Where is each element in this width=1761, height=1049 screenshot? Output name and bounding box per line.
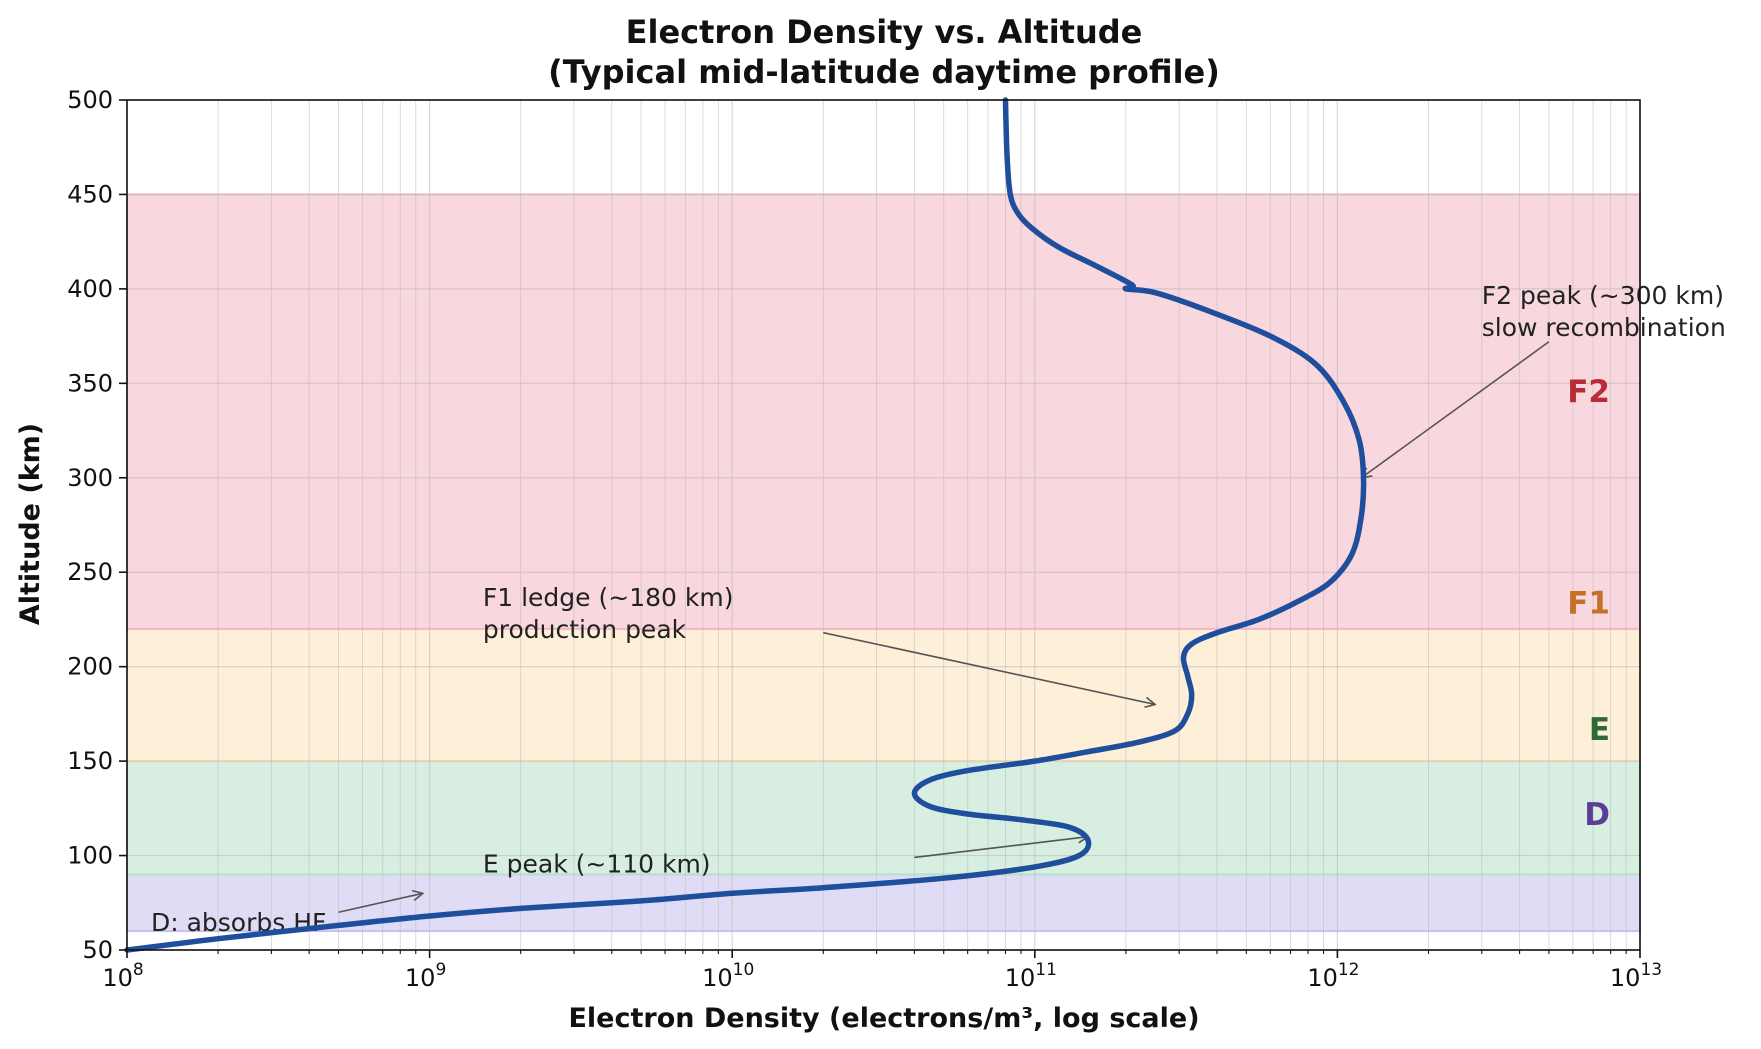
chart-title-line1: Electron Density vs. Altitude [626, 13, 1143, 51]
annotations: F2 peak (~300 km) slow recombination F1 le… [151, 281, 1726, 937]
plot-frame [126, 99, 1641, 951]
x-tick-label: 108 [102, 960, 143, 992]
annotation-text: F1 ledge (~180 km) [483, 583, 734, 612]
y-tick-label: 400 [67, 275, 113, 303]
chart-subtitle: (Typical mid-latitude daytime profile) [548, 53, 1220, 91]
annotation-arrow [338, 893, 423, 914]
annotation-arrow [914, 837, 1088, 859]
x-axis-label: Electron Density (electrons/m³, log scal… [568, 1003, 1199, 1034]
y-tick-label: 50 [82, 936, 113, 964]
layer-label-f2: F2 [1567, 374, 1610, 410]
annotation-text: F2 peak (~300 km) [1482, 281, 1724, 310]
y-tick-label: 100 [67, 842, 113, 870]
x-axis-ticks: 108 109 1010 1011 1012 1013 [102, 950, 1662, 992]
layer-bands [126, 193, 1641, 933]
y-tick-label: 500 [67, 86, 113, 114]
layer-labels: D E F1 F2 [1567, 374, 1610, 833]
x-tick-label: 1013 [1610, 960, 1662, 992]
annotation-text: D: absorbs HF [151, 908, 326, 937]
y-tick-label: 300 [67, 464, 113, 492]
x-tick-label: 1011 [1005, 960, 1057, 992]
annotation-3: E peak (~110 km) [483, 837, 1088, 879]
annotation-text: slow recombination [1482, 313, 1726, 342]
y-tick-label: 350 [67, 369, 113, 397]
annotation-arrow [823, 631, 1155, 705]
layer-band-f1 [126, 627, 1641, 763]
series-group [124, 97, 1367, 953]
layer-label-f1: F1 [1567, 585, 1610, 621]
y-tick-label: 200 [67, 653, 113, 681]
annotation-1: F2 peak (~300 km) slow recombination [1361, 281, 1726, 478]
x-tick-label: 1012 [1307, 960, 1359, 992]
y-axis-label: Altitude (km) [15, 423, 46, 625]
layer-band-f2 [126, 193, 1641, 630]
annotation-arrow [1361, 341, 1550, 478]
y-tick-label: 250 [67, 558, 113, 586]
x-tick-label: 1010 [702, 960, 754, 992]
layer-label-e: E [1589, 712, 1610, 748]
layer-band-e [126, 760, 1641, 876]
annotation-text: E peak (~110 km) [483, 850, 711, 879]
y-tick-label: 450 [67, 180, 113, 208]
y-tick-label: 150 [67, 747, 113, 775]
x-tick-label: 109 [405, 960, 446, 992]
annotation-2: F1 ledge (~180 km) production peak [483, 583, 1155, 704]
y-axis-ticks: 50 100 150 200 250 300 350 400 450 500 [67, 86, 127, 964]
layer-label-d: D [1584, 797, 1610, 833]
chart-title: Electron Density vs. Altitude (Typical m… [548, 13, 1220, 91]
series-line-1 [124, 97, 1367, 953]
annotation-text: production peak [483, 615, 687, 644]
